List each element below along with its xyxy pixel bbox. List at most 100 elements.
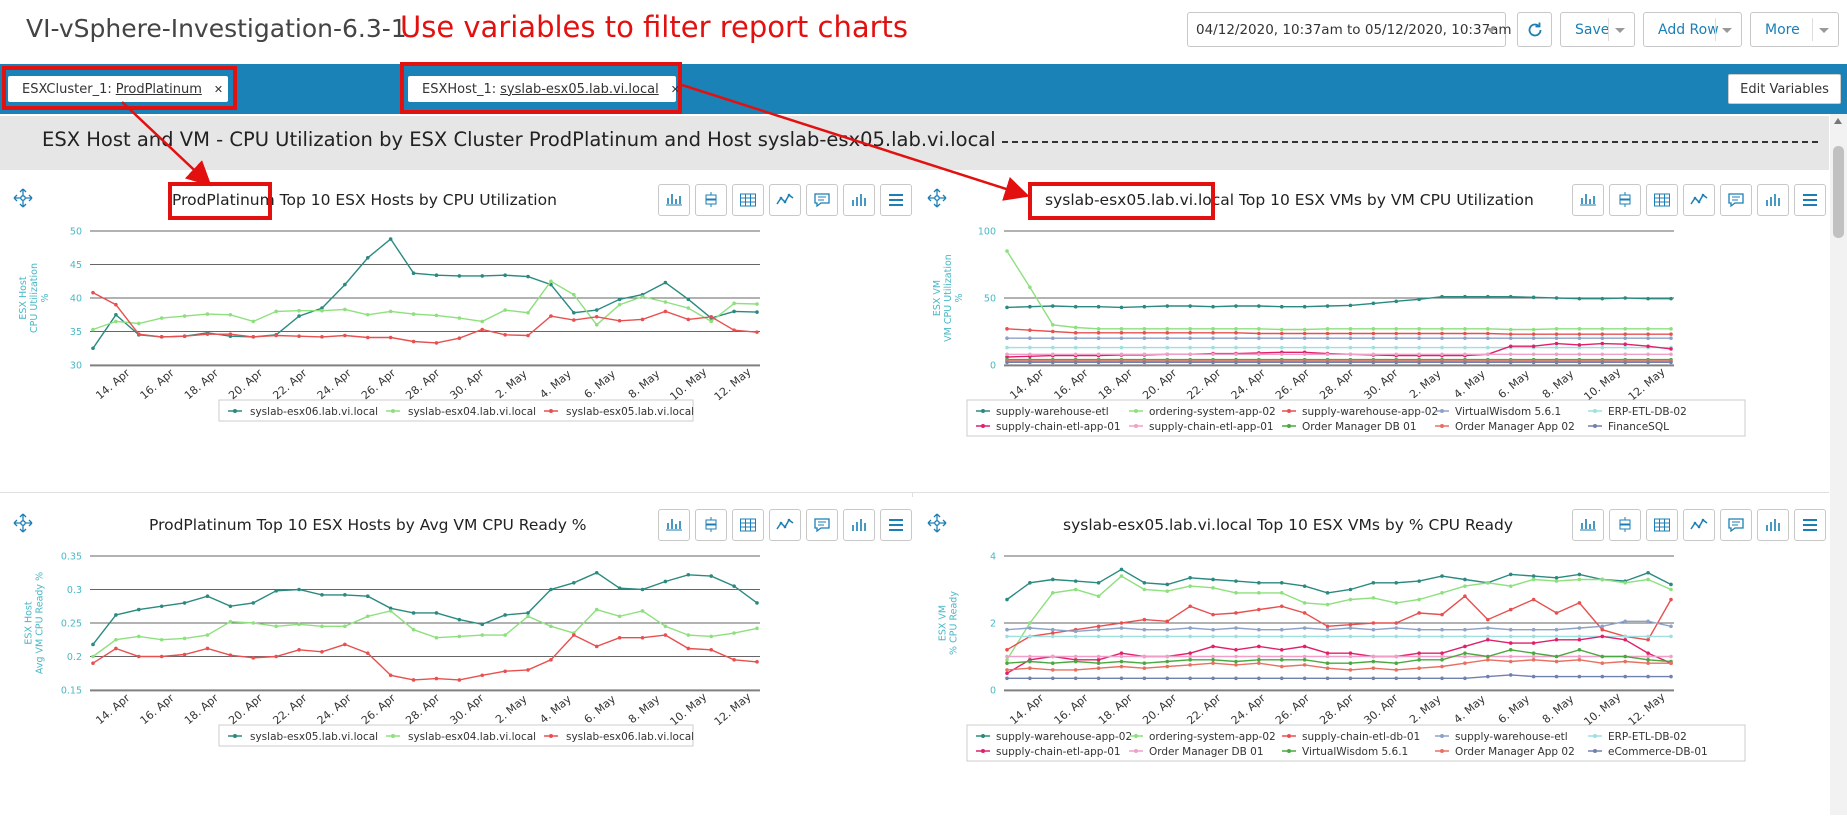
data-point — [136, 321, 141, 326]
legend-item[interactable]: syslab-esx05.lab.vi.local — [566, 406, 694, 418]
data-point — [159, 637, 164, 642]
variable-chip-esxcluster[interactable]: ESXCluster_1: ProdPlatinum ✕ — [8, 76, 228, 102]
scrollbar-thumb[interactable] — [1833, 146, 1844, 238]
bar-chart-button[interactable] — [1572, 184, 1604, 216]
add-row-button[interactable]: Add Row — [1643, 12, 1742, 47]
save-button[interactable]: Save — [1560, 12, 1635, 47]
legend-item[interactable]: supply-warehouse-app-02 — [996, 731, 1132, 743]
boxplot-button[interactable] — [695, 184, 727, 216]
legend-item[interactable]: Order Manager App 02 — [1455, 421, 1575, 433]
y-tick-label: 45 — [70, 260, 82, 271]
more-button[interactable]: More — [1750, 12, 1839, 47]
boxplot-button[interactable] — [1609, 184, 1641, 216]
legend-item[interactable]: FinanceSQL — [1608, 421, 1669, 433]
data-point — [1119, 574, 1124, 578]
bar-chart-button[interactable] — [1572, 509, 1604, 541]
data-point — [686, 317, 691, 322]
legend-item[interactable]: supply-chain-etl-db-01 — [1302, 731, 1420, 743]
boxplot-button[interactable] — [695, 509, 727, 541]
comment-button[interactable] — [806, 184, 838, 216]
panel-toolbar — [1572, 184, 1826, 216]
data-point — [572, 310, 576, 315]
legend-item[interactable]: supply-warehouse-etl — [996, 406, 1109, 418]
column-chart-button[interactable] — [843, 184, 875, 216]
move-handle-icon[interactable] — [13, 188, 33, 208]
legend-item[interactable]: syslab-esx04.lab.vi.local — [408, 406, 536, 418]
legend-item[interactable]: supply-warehouse-app-02 — [1302, 406, 1438, 418]
menu-button[interactable] — [880, 509, 912, 541]
close-icon[interactable]: ✕ — [213, 82, 224, 96]
menu-button[interactable] — [1794, 509, 1826, 541]
data-point — [1486, 294, 1490, 299]
legend-item[interactable]: ordering-system-app-02 — [1149, 731, 1276, 743]
data-point — [1211, 612, 1215, 617]
legend-item[interactable]: supply-warehouse-etl — [1455, 731, 1568, 743]
boxplot-button[interactable] — [1609, 509, 1641, 541]
variable-value[interactable]: ProdPlatinum — [115, 81, 202, 97]
legend-item[interactable]: supply-chain-etl-app-01 — [996, 746, 1121, 758]
edit-variables-button[interactable]: Edit Variables — [1728, 74, 1841, 104]
variable-value[interactable]: syslab-esx05.lab.vi.local — [500, 81, 659, 97]
legend-item[interactable]: ordering-system-app-02 — [1149, 406, 1276, 418]
x-tick-label: 30. Apr — [448, 366, 487, 402]
data-point — [1440, 360, 1444, 365]
data-point — [1486, 654, 1490, 659]
panel-toolbar — [658, 184, 912, 216]
move-handle-icon[interactable] — [927, 188, 947, 208]
data-point — [1234, 327, 1238, 331]
refresh-button[interactable] — [1517, 12, 1552, 47]
legend-item[interactable]: supply-chain-etl-app-01 — [996, 421, 1121, 433]
date-range-select[interactable]: 04/12/2020, 10:37am to 05/12/2020, 10:37… — [1187, 12, 1512, 47]
legend-item[interactable]: VirtualWisdom 5.6.1 — [1455, 406, 1561, 418]
variable-chip-esxhost[interactable]: ESXHost_1: syslab-esx05.lab.vi.local ✕ — [408, 76, 680, 102]
y-tick-label: 30 — [70, 361, 82, 372]
scroll-up-icon[interactable] — [1834, 118, 1842, 124]
data-point — [159, 316, 164, 320]
series-line — [1006, 620, 1672, 633]
comment-button[interactable] — [806, 509, 838, 541]
column-chart-button[interactable] — [1757, 509, 1789, 541]
legend-item[interactable]: Order Manager DB 01 — [1302, 421, 1417, 433]
comment-button[interactable] — [1720, 509, 1752, 541]
legend-item[interactable]: eCommerce-DB-01 — [1608, 746, 1708, 758]
data-point — [1096, 345, 1101, 350]
legend-item[interactable]: VirtualWisdom 5.6.1 — [1302, 746, 1408, 758]
scrollbar[interactable] — [1830, 114, 1847, 815]
table-button[interactable] — [1646, 509, 1678, 541]
legend-item[interactable]: syslab-esx04.lab.vi.local — [408, 731, 536, 743]
column-chart-button[interactable] — [1757, 184, 1789, 216]
line-chart-button[interactable] — [769, 184, 801, 216]
data-point — [1119, 621, 1124, 625]
close-icon[interactable]: ✕ — [670, 82, 680, 96]
data-point — [1440, 345, 1444, 350]
legend-item[interactable]: syslab-esx06.lab.vi.local — [250, 406, 378, 418]
column-chart-icon — [1766, 194, 1780, 206]
comment-button[interactable] — [1720, 184, 1752, 216]
move-handle-icon[interactable] — [927, 513, 947, 533]
line-chart-button[interactable] — [769, 509, 801, 541]
line-chart-button[interactable] — [1683, 509, 1715, 541]
legend-item[interactable]: ERP-ETL-DB-02 — [1608, 406, 1687, 418]
x-tick-label: 22. Apr — [270, 691, 309, 727]
y-tick-label: 50 — [984, 294, 996, 305]
series-line — [1006, 595, 1672, 651]
bar-chart-button[interactable] — [658, 509, 690, 541]
table-button[interactable] — [1646, 184, 1678, 216]
column-chart-button[interactable] — [843, 509, 875, 541]
table-button[interactable] — [732, 509, 764, 541]
legend-item[interactable]: Order Manager DB 01 — [1149, 746, 1264, 758]
legend-item[interactable]: syslab-esx06.lab.vi.local — [566, 731, 694, 743]
data-point — [297, 622, 301, 627]
data-point — [1302, 352, 1307, 357]
legend-item[interactable]: Order Manager App 02 — [1455, 746, 1575, 758]
data-point — [274, 333, 278, 338]
legend-item[interactable]: supply-chain-etl-app-01 — [1149, 421, 1274, 433]
legend-item[interactable]: ERP-ETL-DB-02 — [1608, 731, 1687, 743]
legend-item[interactable]: syslab-esx05.lab.vi.local — [250, 731, 378, 743]
bar-chart-button[interactable] — [658, 184, 690, 216]
menu-button[interactable] — [880, 184, 912, 216]
menu-button[interactable] — [1794, 184, 1826, 216]
table-button[interactable] — [732, 184, 764, 216]
line-chart-button[interactable] — [1683, 184, 1715, 216]
move-handle-icon[interactable] — [13, 513, 33, 533]
